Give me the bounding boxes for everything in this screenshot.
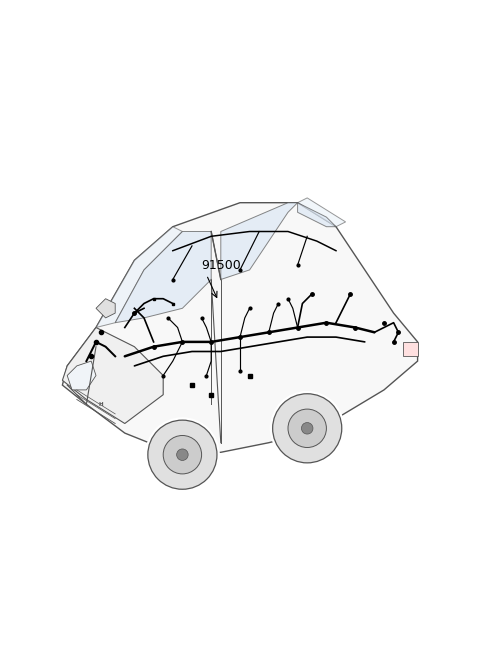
Circle shape (270, 391, 345, 466)
PathPatch shape (221, 202, 298, 280)
PathPatch shape (115, 231, 211, 323)
Circle shape (273, 394, 342, 463)
Circle shape (145, 417, 220, 492)
Circle shape (288, 409, 326, 447)
Circle shape (273, 394, 342, 463)
Circle shape (301, 422, 313, 434)
Circle shape (163, 436, 202, 474)
Circle shape (177, 449, 188, 460)
Text: H: H (98, 402, 103, 407)
Circle shape (177, 449, 188, 460)
PathPatch shape (403, 342, 418, 356)
PathPatch shape (67, 361, 96, 390)
PathPatch shape (298, 198, 346, 227)
Circle shape (148, 420, 217, 489)
PathPatch shape (298, 202, 336, 227)
Circle shape (301, 422, 313, 434)
Circle shape (288, 409, 326, 447)
PathPatch shape (96, 227, 182, 328)
PathPatch shape (62, 202, 418, 453)
Circle shape (148, 420, 217, 489)
PathPatch shape (62, 328, 163, 424)
Text: 91500: 91500 (202, 259, 241, 272)
Circle shape (163, 436, 202, 474)
PathPatch shape (96, 299, 115, 318)
